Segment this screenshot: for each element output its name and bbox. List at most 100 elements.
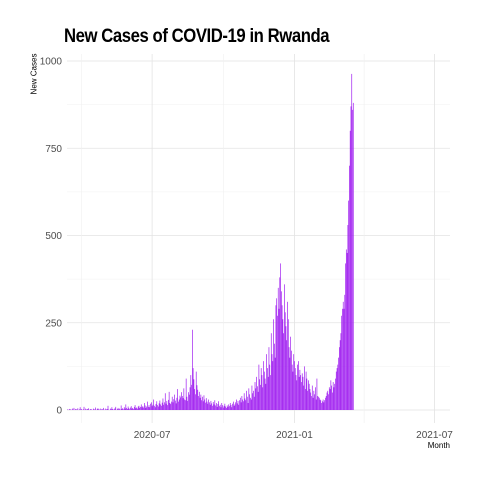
bar <box>289 357 291 410</box>
bar <box>287 319 289 410</box>
bar <box>173 399 175 410</box>
bar <box>352 109 353 411</box>
bar <box>96 408 98 410</box>
bar <box>215 405 216 410</box>
bar <box>118 409 120 410</box>
bar <box>240 402 242 410</box>
bar <box>348 200 349 410</box>
bar <box>113 409 115 410</box>
bar <box>107 405 109 410</box>
bar <box>282 319 284 410</box>
bar <box>234 404 236 410</box>
bar <box>116 408 118 410</box>
bar <box>318 397 320 410</box>
bar <box>311 396 312 410</box>
bar <box>89 409 91 410</box>
bar <box>229 403 231 410</box>
bar <box>146 406 148 410</box>
bar <box>229 406 230 410</box>
bar <box>300 375 302 410</box>
bar <box>266 354 267 410</box>
bar <box>153 399 155 410</box>
bar <box>221 403 223 410</box>
bar <box>341 315 343 410</box>
bar <box>140 406 141 410</box>
bar <box>298 361 299 410</box>
bar <box>315 387 316 410</box>
bar <box>339 340 341 410</box>
bar <box>164 402 165 410</box>
bar <box>307 390 308 410</box>
bar <box>90 408 92 410</box>
bar <box>241 396 243 410</box>
bar <box>304 366 305 411</box>
bar <box>150 403 151 410</box>
bar <box>310 392 312 410</box>
bar <box>137 406 139 410</box>
bar <box>75 409 77 410</box>
bar <box>227 406 229 410</box>
bar <box>293 354 295 410</box>
bar <box>156 401 158 410</box>
bar <box>304 389 306 410</box>
bar <box>230 405 232 410</box>
bar <box>168 391 170 410</box>
bar <box>194 389 196 410</box>
bar <box>171 401 172 410</box>
bar <box>157 406 159 410</box>
bar <box>201 400 202 410</box>
bar <box>303 385 305 410</box>
bar <box>223 405 225 410</box>
bar <box>88 408 90 410</box>
bar <box>205 402 206 410</box>
bar <box>124 408 126 410</box>
bar <box>349 130 351 411</box>
bar <box>204 399 206 410</box>
bar <box>95 407 96 410</box>
bar <box>263 371 265 410</box>
bar <box>209 404 211 410</box>
bar <box>162 398 164 410</box>
bar <box>144 405 146 410</box>
bar <box>158 403 160 410</box>
bar <box>190 375 192 410</box>
bar <box>236 399 237 410</box>
bar <box>121 408 123 410</box>
bar <box>345 263 346 410</box>
bar <box>128 408 130 410</box>
bar <box>295 375 297 410</box>
bar <box>309 389 311 410</box>
bar <box>112 408 113 410</box>
bar <box>244 398 246 410</box>
bar <box>183 388 185 410</box>
bar <box>149 407 151 410</box>
bar <box>209 402 210 410</box>
bar <box>140 404 142 410</box>
bar <box>212 401 214 410</box>
bar <box>254 382 256 410</box>
bar <box>336 368 338 410</box>
bar <box>157 405 158 410</box>
bar <box>314 394 315 410</box>
bar <box>206 401 208 410</box>
bar <box>102 409 103 410</box>
bar <box>232 403 233 410</box>
bar <box>318 396 319 410</box>
bar <box>325 397 326 410</box>
bar <box>233 401 234 410</box>
bar <box>298 376 300 410</box>
bar <box>82 409 84 410</box>
bar <box>75 408 76 410</box>
bar <box>115 406 117 410</box>
bar <box>220 407 222 410</box>
bar <box>317 396 319 410</box>
bar <box>288 347 290 410</box>
bar <box>214 400 216 410</box>
bar <box>238 404 240 410</box>
bar <box>114 408 116 410</box>
bar <box>174 400 176 410</box>
bar <box>188 392 189 410</box>
bar <box>286 340 288 410</box>
bar <box>349 165 350 410</box>
